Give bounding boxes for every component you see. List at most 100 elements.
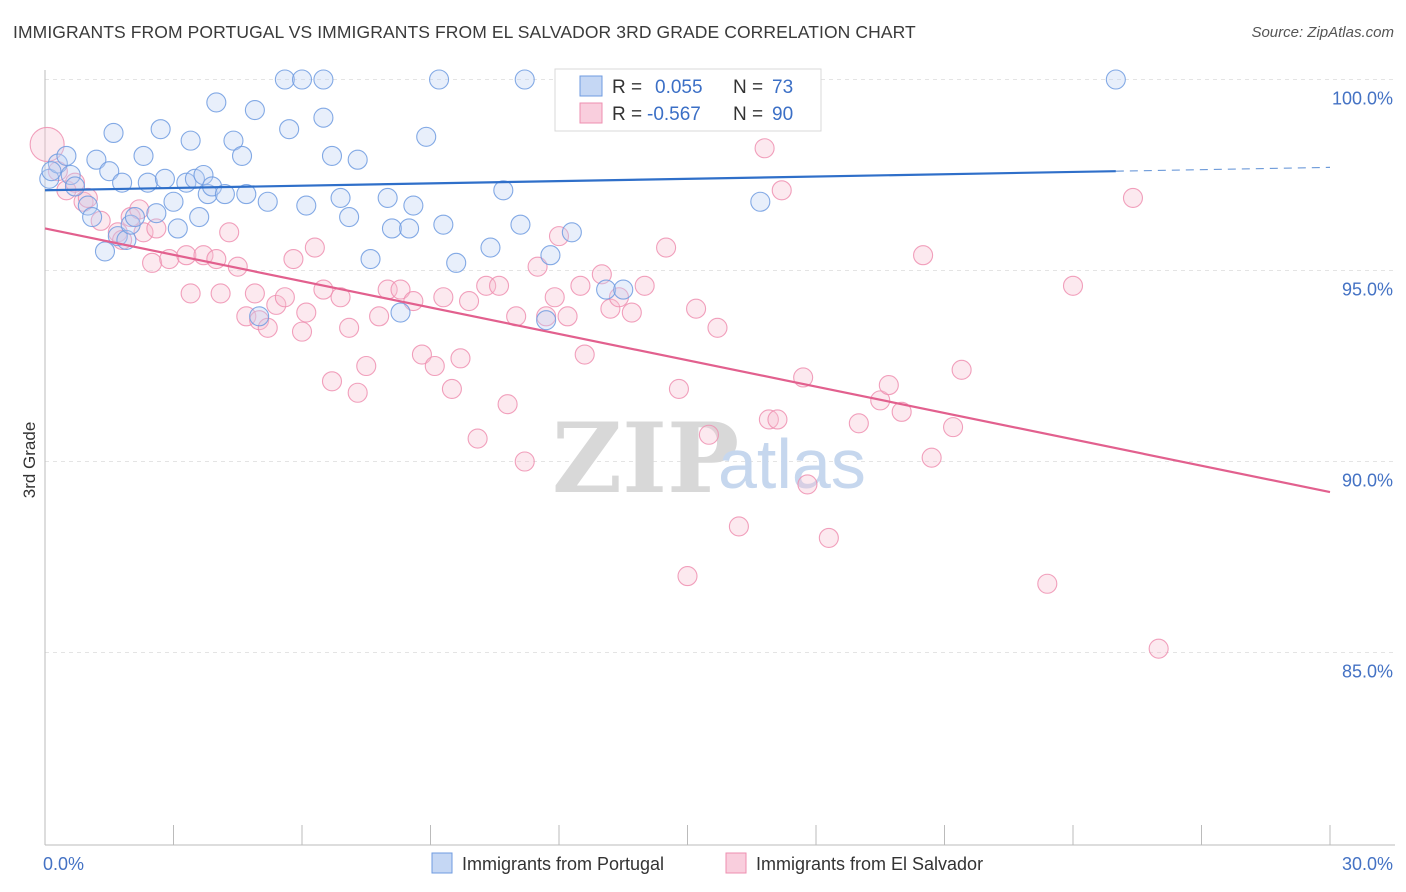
y-axis-label: 3rd Grade <box>20 422 39 499</box>
salvador-point-75 <box>767 409 788 430</box>
salvador-r-label: R = <box>612 104 642 125</box>
portugal-point-58 <box>480 237 501 258</box>
portugal-point-41 <box>296 195 317 216</box>
salvador-point-64 <box>621 302 642 323</box>
salvador-point-16 <box>180 283 201 304</box>
salvador-point-9 <box>120 206 141 228</box>
portugal-point-51 <box>390 302 411 323</box>
portugal-point-0 <box>39 168 60 189</box>
salvador-point-87 <box>951 359 972 380</box>
source-label: Source: ZipAtlas.com <box>1251 24 1394 41</box>
portugal-point-62 <box>536 310 557 331</box>
salvador-point-46 <box>450 348 471 369</box>
salvador-point-68 <box>686 298 707 319</box>
portugal-point-64 <box>561 222 582 243</box>
y-tick-labels: 100.0% 95.0% 90.0% 85.0% <box>1332 89 1393 682</box>
salvador-point-57 <box>548 226 570 247</box>
y-tick-label-3: 85.0% <box>1342 662 1393 682</box>
portugal-point-45 <box>330 187 351 208</box>
salvador-point-32 <box>313 279 334 300</box>
salvador-point-78 <box>797 474 818 495</box>
salvador-point-88 <box>1037 573 1058 594</box>
portugal-point-32 <box>223 130 244 151</box>
x-tick-label-0: 0.0% <box>43 854 84 874</box>
portugal-point-50 <box>381 218 403 239</box>
portugal-point-34 <box>236 184 257 205</box>
portugal-point-31 <box>214 184 235 205</box>
portugal-point-56 <box>433 214 454 235</box>
portugal-point-71 <box>1105 69 1126 90</box>
portugal-points <box>39 69 1126 331</box>
salvador-point-28 <box>283 248 304 270</box>
salvador-point-13 <box>146 218 167 239</box>
portugal-point-65 <box>596 279 617 300</box>
portugal-trend-line <box>44 170 1116 192</box>
portugal-point-16 <box>133 145 154 166</box>
portugal-point-20 <box>154 168 175 189</box>
portugal-point-39 <box>279 119 300 140</box>
portugal-point-10 <box>103 122 124 144</box>
salvador-point-71 <box>707 317 728 338</box>
stats-legend: R = 0.055 N = 73 R = -0.567 N = 90 <box>554 68 822 132</box>
portugal-point-3 <box>60 164 81 186</box>
y-tick-label-0: 100.0% <box>1332 89 1393 109</box>
axes <box>44 70 1395 846</box>
portugal-point-5 <box>77 195 98 216</box>
salvador-point-58 <box>557 306 578 327</box>
portugal-point-36 <box>249 306 270 327</box>
portugal-point-52 <box>399 218 420 239</box>
portugal-point-70 <box>750 191 771 212</box>
salvador-trend-line <box>44 227 1331 494</box>
portugal-point-22 <box>167 218 188 239</box>
salvador-point-1 <box>47 161 68 182</box>
y-tick-label-1: 95.0% <box>1342 280 1393 300</box>
portugal-point-61 <box>514 69 535 90</box>
portugal-legend-swatch <box>579 75 603 97</box>
y-tick-label-2: 90.0% <box>1342 471 1393 491</box>
salvador-point-33 <box>321 371 343 392</box>
portugal-point-35 <box>244 100 265 121</box>
salvador-point-50 <box>467 428 488 449</box>
salvador-point-65 <box>634 275 655 296</box>
salvador-point-31 <box>304 237 325 258</box>
portugal-point-42 <box>313 69 334 90</box>
portugal-point-66 <box>613 279 634 300</box>
salvador-point-53 <box>514 451 535 472</box>
portugal-point-19 <box>150 119 171 140</box>
salvador-point-42 <box>411 344 432 365</box>
salvador-point-80 <box>848 413 869 434</box>
salvador-point-19 <box>210 283 231 304</box>
portugal-point-44 <box>321 145 343 166</box>
portugal-point-12 <box>112 172 133 193</box>
salvador-point-11 <box>133 222 154 243</box>
portugal-point-33 <box>231 145 253 166</box>
portugal-n-value: 73 <box>772 77 793 98</box>
salvador-point-89 <box>1062 275 1084 296</box>
salvador-point-26 <box>266 294 287 315</box>
portugal-point-27 <box>193 164 214 186</box>
salvador-point-35 <box>339 317 360 338</box>
salvador-point-85 <box>921 447 942 468</box>
series-legend: Immigrants from Portugal Immigrants from… <box>431 852 983 874</box>
portugal-point-15 <box>124 206 145 228</box>
watermark-zip: ZIP <box>552 402 739 515</box>
salvador-point-54 <box>527 256 548 277</box>
salvador-n-label: N = <box>733 104 763 125</box>
legend-portugal-swatch <box>431 852 453 874</box>
portugal-r-label: R = <box>612 77 642 98</box>
salvador-point-83 <box>891 401 912 422</box>
portugal-point-2 <box>56 145 77 166</box>
portugal-point-40 <box>291 69 313 90</box>
legend-salvador-label: Immigrants from El Salvador <box>756 854 983 874</box>
portugal-point-6 <box>82 206 103 228</box>
salvador-point-69 <box>677 566 698 587</box>
salvador-point-44 <box>433 287 454 308</box>
portugal-point-38 <box>274 69 295 90</box>
salvador-n-value: 90 <box>772 104 793 125</box>
portugal-point-30 <box>206 92 227 113</box>
salvador-point-38 <box>369 306 390 327</box>
portugal-point-21 <box>163 191 184 212</box>
portugal-point-37 <box>257 191 278 212</box>
portugal-point-48 <box>360 248 381 270</box>
portugal-point-57 <box>446 252 467 273</box>
